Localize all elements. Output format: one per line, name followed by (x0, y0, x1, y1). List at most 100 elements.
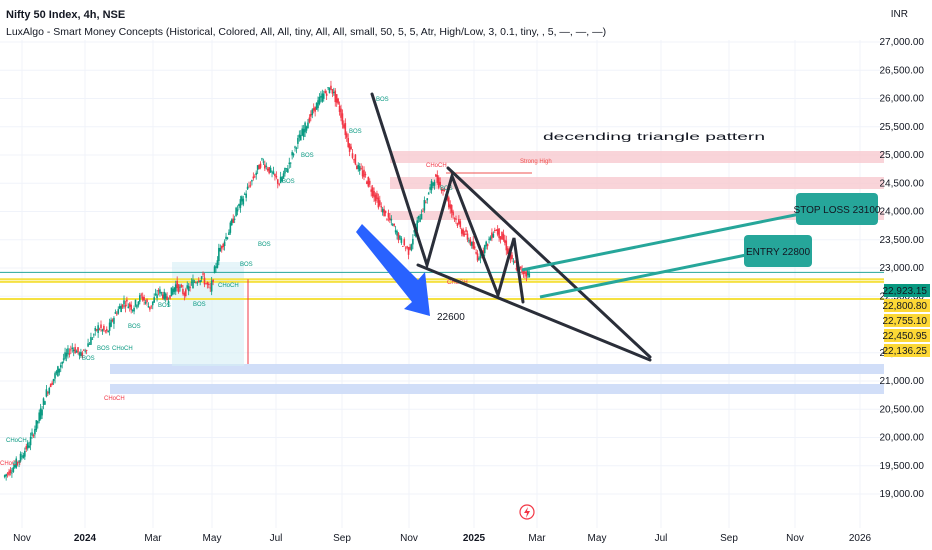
stoploss-box[interactable] (796, 193, 878, 225)
x-tick-label: 2026 (849, 533, 872, 544)
candle-body (519, 266, 522, 269)
flash-icon[interactable] (519, 504, 535, 520)
candle-body (374, 194, 377, 201)
candle-body (492, 233, 495, 238)
candle-body (528, 273, 531, 278)
candle-body (442, 189, 444, 191)
indicator-legend[interactable]: LuxAlgo - Smart Money Concepts (Historic… (6, 26, 607, 38)
candle-body (521, 268, 523, 273)
candle-body (100, 324, 102, 329)
y-tick-label: 21,000.00 (880, 376, 925, 387)
candle-body (335, 94, 338, 103)
bos-label: BOS (240, 262, 253, 268)
candle-body (146, 299, 148, 303)
candle-body (456, 223, 459, 226)
candle-body (489, 237, 492, 241)
candle-body (340, 108, 342, 118)
candle-body (514, 261, 516, 264)
entry-box[interactable] (744, 235, 812, 267)
candle-body (459, 221, 462, 228)
candle-body (322, 93, 325, 99)
candle-body (248, 185, 250, 187)
candle-body (219, 247, 222, 252)
x-tick-label: Mar (528, 533, 546, 544)
choch-label: CHoCH (0, 461, 21, 467)
candle-body (182, 289, 184, 294)
candle-body (143, 297, 145, 301)
candle-body (317, 100, 319, 109)
candle-body (207, 283, 210, 285)
candle-body (475, 252, 477, 254)
candle-body (386, 218, 388, 220)
price-label-text: 22,800.80 (883, 301, 928, 312)
y-tick-label: 26,000.00 (880, 94, 925, 105)
candle-body (305, 126, 308, 131)
candle-body (488, 238, 490, 240)
candle-body (258, 164, 260, 170)
price-label-text: 22,923.15 (883, 286, 928, 297)
candle-body (289, 162, 292, 164)
candle-body (55, 371, 58, 374)
candle-body (26, 442, 29, 449)
candle-body (341, 113, 344, 125)
candle-body (417, 215, 420, 219)
candle-body (232, 218, 235, 223)
candle-body (13, 464, 16, 468)
candle-body (190, 281, 193, 283)
candle-body (288, 162, 291, 165)
candle-body (81, 352, 84, 357)
price-label-text: 22,450.95 (883, 331, 928, 342)
candle-body (136, 305, 138, 308)
candle-body (213, 266, 216, 274)
candle-body (358, 166, 361, 171)
demand-zone (110, 384, 884, 394)
candle-body (501, 231, 503, 240)
price-label-box (884, 344, 930, 357)
candle-body (88, 343, 91, 345)
candle-body (275, 175, 278, 178)
candle-body (379, 200, 381, 206)
candle-body (427, 193, 430, 195)
candle-body (354, 154, 357, 165)
candle-body (433, 181, 436, 186)
candle-body (137, 301, 140, 306)
candle-body (117, 309, 120, 314)
candle-body (104, 330, 107, 332)
candle-body (276, 179, 279, 184)
candle-body (310, 113, 312, 117)
candle-body (403, 239, 406, 246)
candle-body (180, 284, 183, 288)
candle-body (311, 109, 314, 116)
candle-body (176, 280, 178, 289)
bos-label: BOS (128, 324, 141, 330)
candle-body (391, 224, 394, 226)
entry-label: ENTRY 22800 (746, 247, 811, 258)
candle-body (344, 123, 347, 136)
candle-body (397, 233, 400, 241)
candle-body (187, 285, 190, 292)
candle-body (51, 382, 53, 385)
price-label-box (884, 284, 930, 297)
x-tick-label: 2024 (74, 533, 97, 544)
y-tick-label: 19,500.00 (880, 461, 925, 472)
candle-body (473, 246, 476, 249)
candle-body (468, 240, 470, 242)
candle-body (381, 208, 384, 213)
candle-body (396, 231, 398, 236)
candle-body (235, 207, 237, 216)
candle-body (45, 389, 48, 397)
candle-body (324, 90, 327, 94)
candle-body (242, 198, 245, 205)
candle-body (419, 218, 421, 222)
choch-label: CHoCH (426, 163, 447, 169)
bos-label: BOS (301, 153, 314, 159)
candle-body (212, 279, 214, 282)
pattern-title: decending triangle pattern (543, 132, 765, 143)
candle-body (328, 87, 331, 94)
candle-body (307, 122, 309, 129)
candle-body (75, 351, 78, 353)
y-tick-label: 24,500.00 (880, 178, 925, 189)
candle-body (460, 229, 463, 234)
